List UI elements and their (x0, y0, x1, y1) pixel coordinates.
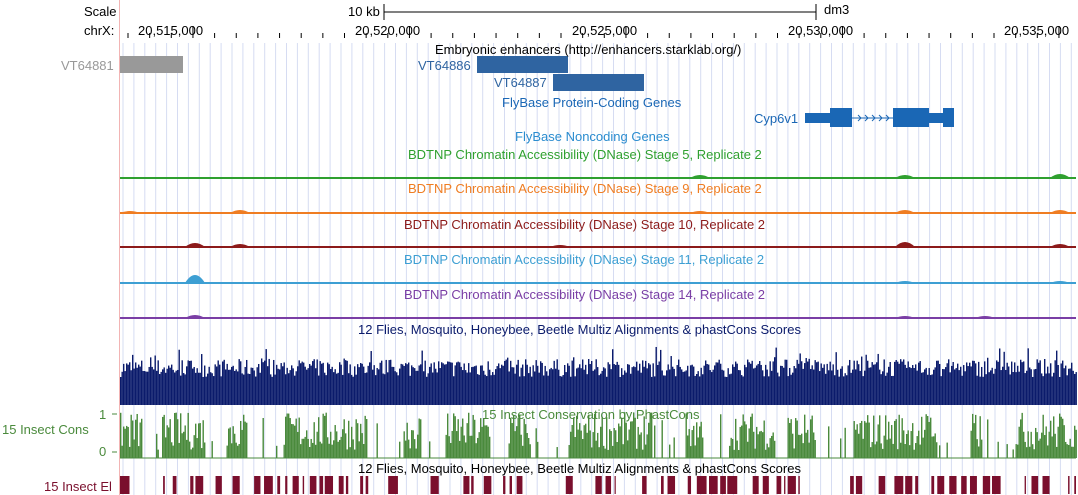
scale-bar-label: 10 kb (348, 4, 380, 19)
dnase-peak (690, 211, 710, 213)
ruler-position-2: 20,520,000 (355, 23, 421, 38)
insect-cons-side-label[interactable]: 15 Insect Cons (2, 422, 89, 437)
gene-exon (893, 108, 929, 127)
dnase-peak (690, 175, 710, 178)
dnase-peak (185, 275, 205, 283)
enhancer-vt64887 (553, 74, 644, 91)
guide-lines (122, 43, 1072, 495)
noncoding-genes-track-title[interactable]: FlyBase Noncoding Genes (515, 129, 670, 144)
ruler-position-3: 20,525,000 (572, 23, 638, 38)
enhancer-vt64886 (477, 56, 568, 73)
dnase-peak (185, 315, 205, 318)
insect-cons-ymin: 0 (99, 444, 107, 459)
dnase-signal-4 (120, 315, 1076, 319)
strand-arrow (864, 114, 869, 122)
gene-label-cyp6v1[interactable]: Cyp6v1 (754, 111, 799, 126)
multiz-track-title[interactable]: 12 Flies, Mosquito, Honeybee, Beetle Mul… (358, 322, 801, 337)
strand-arrow (871, 114, 876, 122)
gene-utr (805, 113, 830, 123)
enhancer-label-vt64887[interactable]: VT64887 (494, 75, 547, 90)
ruler-ticks (127, 26, 1060, 38)
insect-cons-bars (120, 412, 1077, 458)
gene-model-cyp6v1 (805, 108, 954, 127)
dnase-stage5-title[interactable]: BDTNP Chromatin Accessibility (DNase) St… (408, 147, 762, 162)
enhancers-track-title[interactable]: Embryonic enhancers (http://enhancers.st… (435, 42, 742, 57)
dnase-signal-1 (120, 210, 1076, 214)
assembly-label: dm3 (824, 2, 850, 17)
scale-label: Scale (84, 4, 117, 19)
dnase-signal-3 (120, 275, 1076, 284)
enhancer-vt64881 (120, 56, 183, 73)
strand-arrow (878, 114, 883, 122)
dnase-peak (230, 244, 250, 247)
insect-cons-ymax: 1 (99, 407, 107, 422)
strand-arrow (885, 114, 890, 122)
dnase-peak (120, 211, 140, 213)
dnase-peak (185, 243, 205, 247)
multiz-conservation-bars (120, 346, 1077, 405)
dnase-signal-0 (120, 174, 1076, 179)
insect-el-track-title[interactable]: 12 Flies, Mosquito, Honeybee, Beetle Mul… (358, 461, 801, 476)
enhancer-label-vt64881[interactable]: VT64881 (61, 58, 114, 73)
ruler-position-4: 20,530,000 (788, 23, 854, 38)
insect-el-side-label[interactable]: 15 Insect El (44, 479, 112, 494)
dnase-peak (1050, 281, 1070, 283)
insect-el-blocks (120, 476, 1076, 494)
gene-utr (929, 113, 943, 123)
dnase-peak (895, 242, 915, 247)
dnase-stage10-title[interactable]: BDTNP Chromatin Accessibility (DNase) St… (404, 217, 766, 232)
dnase-stage11-title[interactable]: BDTNP Chromatin Accessibility (DNase) St… (404, 252, 765, 267)
dnase-peak (1050, 210, 1070, 213)
dnase-peak (895, 175, 915, 178)
strand-arrow (857, 114, 862, 122)
dnase-peak (1050, 174, 1070, 178)
dnase-signal-2 (120, 242, 1076, 248)
gene-exon (830, 108, 852, 127)
dnase-peak (895, 281, 915, 283)
dnase-peak (895, 316, 915, 318)
enhancer-label-vt64886[interactable]: VT64886 (418, 58, 471, 73)
dnase-peak (230, 210, 250, 213)
dnase-peak (895, 210, 915, 213)
dnase-peak (1050, 244, 1070, 247)
dnase-peak (550, 245, 570, 247)
insect-cons-track-title[interactable]: 15 Insect Conservation by PhastCons (482, 407, 700, 422)
chrom-label: chrX: (84, 23, 115, 38)
coding-genes-track-title[interactable]: FlyBase Protein-Coding Genes (502, 95, 682, 110)
ruler-position-1: 20,515,000 (138, 23, 204, 38)
dnase-stage14-title[interactable]: BDTNP Chromatin Accessibility (DNase) St… (404, 287, 766, 302)
gene-exon (943, 108, 954, 127)
dnase-stage9-title[interactable]: BDTNP Chromatin Accessibility (DNase) St… (408, 181, 762, 196)
ruler-position-5: 20,535,000 (1004, 23, 1070, 38)
dnase-peak (975, 316, 995, 318)
